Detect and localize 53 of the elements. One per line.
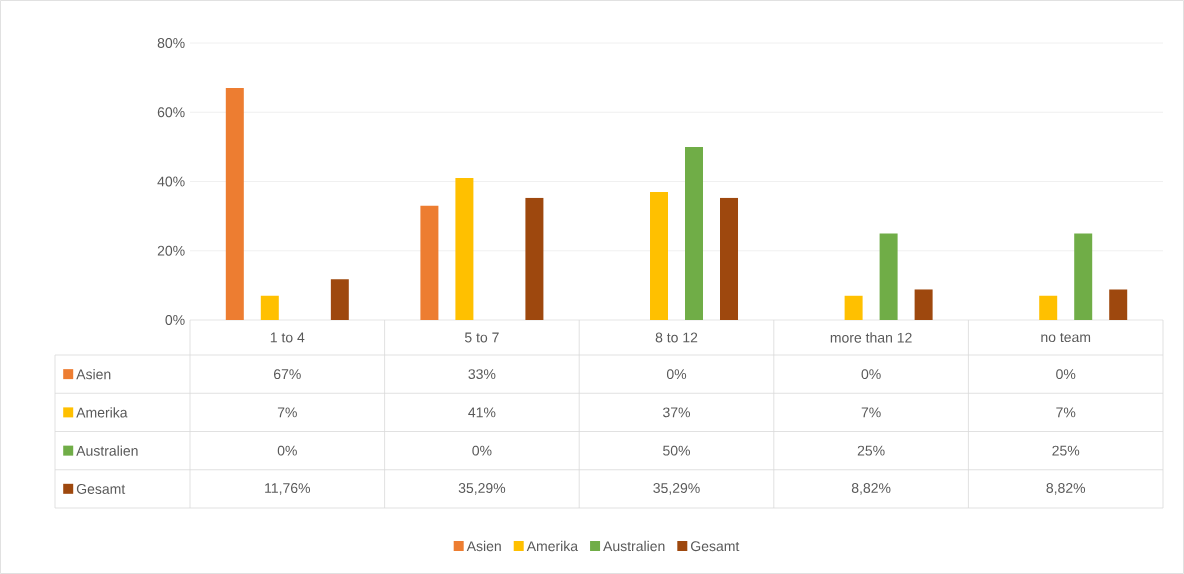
data-label: 11,76% xyxy=(265,483,311,495)
y-tick-label: 80% xyxy=(157,38,185,48)
data-label: 8,82% xyxy=(851,483,891,495)
y-tick-label: 40% xyxy=(157,176,185,187)
data-label: 25% xyxy=(857,445,885,456)
bar xyxy=(455,178,474,321)
x-tick-label: no team xyxy=(1041,332,1091,343)
text: Australien xyxy=(76,445,138,456)
data-label: 0% xyxy=(666,369,687,380)
data-label: 8,82% xyxy=(1046,483,1086,495)
data-label: 50% xyxy=(663,445,691,456)
data-label: 67% xyxy=(274,369,301,380)
bar xyxy=(1109,289,1128,321)
x-tick-label: 5 to 7 xyxy=(464,332,499,343)
data-label: 33% xyxy=(468,369,496,380)
bar xyxy=(1074,233,1093,321)
legend-label: Amerika xyxy=(76,407,128,418)
data-label: 37% xyxy=(663,407,691,418)
bar xyxy=(650,191,669,321)
bar xyxy=(1039,295,1058,321)
x-tick-label: more than 12 xyxy=(830,332,912,343)
bar xyxy=(330,279,349,321)
y-tick-label: 0% xyxy=(165,315,185,325)
data-label: 25% xyxy=(1052,445,1080,456)
data-label: 0% xyxy=(277,445,297,456)
text: Amerika xyxy=(526,540,579,552)
bar xyxy=(879,233,898,321)
bar xyxy=(720,197,739,321)
bar xyxy=(525,197,544,321)
bar xyxy=(914,289,933,321)
legend-label: Asien xyxy=(76,368,111,380)
text: Asien xyxy=(466,540,501,552)
y-tick-label: 20% xyxy=(157,245,185,256)
data-label: 41% xyxy=(468,407,496,418)
bar xyxy=(844,295,863,321)
data-label: 35,29% xyxy=(458,483,506,495)
text: Gesamt xyxy=(76,484,126,494)
data-label: 35,29% xyxy=(653,483,700,495)
data-label: 0% xyxy=(861,369,881,380)
legend-label: Australien xyxy=(603,540,665,552)
bar xyxy=(685,146,704,321)
data-label: 7% xyxy=(861,407,881,418)
legend-label: Gesamt xyxy=(691,541,740,552)
data-label: 7% xyxy=(277,407,297,418)
bar xyxy=(260,295,279,321)
data-label: 0% xyxy=(1056,369,1076,380)
bar xyxy=(225,88,244,321)
data-label: 7% xyxy=(1056,407,1076,418)
y-tick-label: 60% xyxy=(157,107,185,118)
x-tick-label: 1 to 4 xyxy=(270,332,305,343)
data-label: 0% xyxy=(472,445,492,456)
bar xyxy=(420,205,439,321)
x-tick-label: 8 to 12 xyxy=(655,332,698,343)
